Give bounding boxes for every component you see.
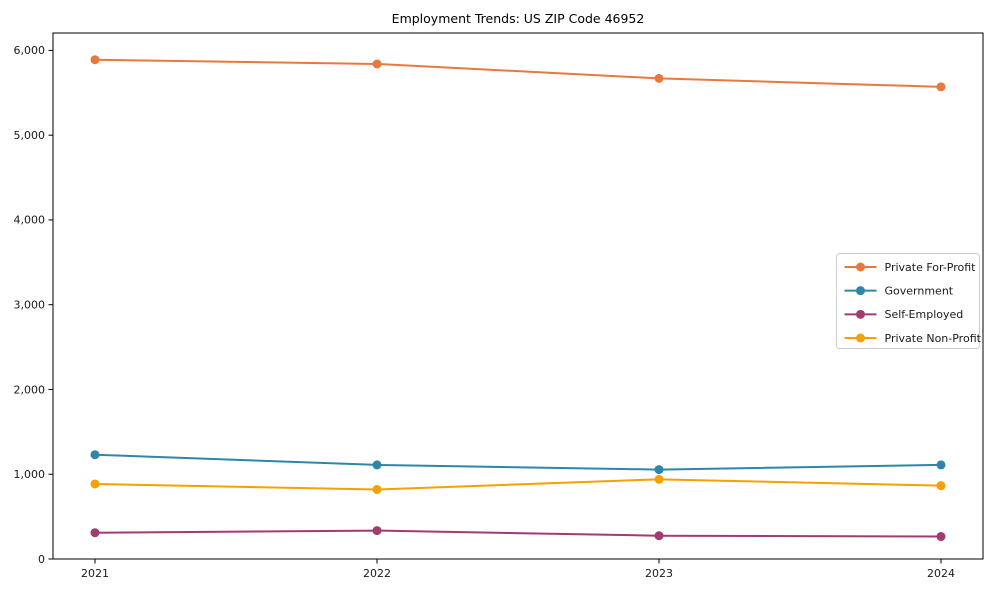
- y-tick-label: 6,000: [14, 44, 46, 57]
- y-tick-label: 5,000: [14, 129, 46, 142]
- series-line: [94, 529, 942, 538]
- legend-label: Private Non-Profit: [885, 332, 982, 345]
- legend-marker: [856, 333, 865, 343]
- data-point: [372, 526, 382, 536]
- data-point: [90, 528, 100, 538]
- data-point: [90, 479, 100, 489]
- x-tick-label: 2024: [927, 567, 955, 580]
- legend-label: Private For-Profit: [885, 261, 977, 274]
- data-point: [654, 531, 664, 541]
- y-tick-label: 2,000: [14, 383, 46, 396]
- series-line: [94, 478, 942, 491]
- y-tick-label: 1,000: [14, 468, 46, 481]
- data-point: [90, 450, 100, 460]
- legend-label: Self-Employed: [885, 308, 964, 321]
- plot-border: [52, 32, 984, 560]
- legend-marker: [856, 286, 865, 296]
- y-tick-label: 3,000: [14, 299, 46, 312]
- x-tick-label: 2023: [645, 567, 673, 580]
- data-point: [654, 73, 664, 83]
- legend-marker: [856, 309, 865, 319]
- chart-title: Employment Trends: US ZIP Code 46952: [392, 11, 645, 26]
- series-line: [94, 453, 942, 471]
- data-point: [372, 59, 382, 69]
- data-point: [936, 460, 946, 470]
- legend-marker: [856, 262, 865, 272]
- legend-label: Government: [885, 284, 954, 297]
- legend-box: [836, 253, 980, 349]
- data-point: [372, 484, 382, 494]
- plot-area: 0 1,000 2,000 3,000 4,000 5,000 6,000 2021 2022 2…: [14, 32, 984, 580]
- data-point: [654, 465, 664, 475]
- y-tick-label: 0: [38, 553, 45, 566]
- data-point: [654, 474, 664, 484]
- legend: Private For-Profit Government Self-Employe…: [836, 253, 982, 349]
- series-line: [94, 58, 942, 88]
- data-point: [372, 460, 382, 470]
- x-tick-label: 2021: [81, 567, 109, 580]
- data-point: [936, 481, 946, 491]
- data-point: [936, 82, 946, 92]
- x-tick-label: 2022: [363, 567, 391, 580]
- data-point: [936, 532, 946, 542]
- data-point: [90, 55, 100, 65]
- y-tick-label: 4,000: [14, 214, 46, 227]
